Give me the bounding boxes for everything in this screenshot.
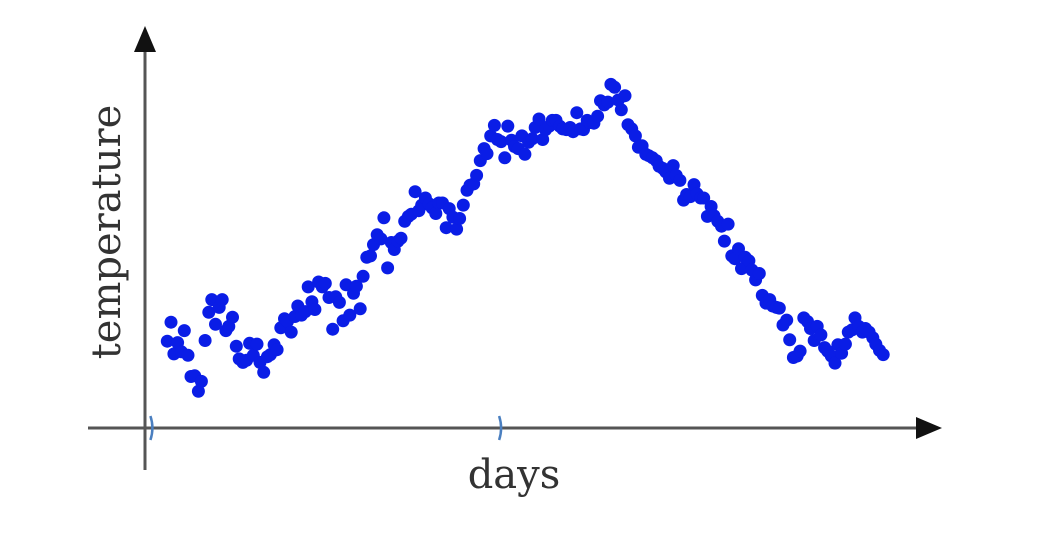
- x-tick-mark: [497, 415, 503, 441]
- y-axis-arrow-icon: [134, 26, 156, 52]
- data-point: [301, 280, 315, 294]
- data-point: [628, 129, 642, 143]
- data-point: [229, 339, 243, 353]
- data-point: [326, 322, 340, 336]
- data-point: [349, 279, 363, 293]
- y-axis-title: temperature: [84, 105, 130, 360]
- data-point: [752, 267, 766, 280]
- data-point: [591, 109, 605, 123]
- data-point: [601, 95, 615, 109]
- data-point: [257, 365, 271, 379]
- data-point: [270, 343, 284, 357]
- data-point: [697, 191, 711, 205]
- data-point: [394, 231, 408, 245]
- data-point: [318, 276, 332, 290]
- data-point: [408, 185, 422, 199]
- data-point: [356, 269, 370, 283]
- data-point: [181, 348, 195, 362]
- data-point: [838, 337, 852, 351]
- data-point: [570, 106, 584, 120]
- data-point: [343, 308, 357, 322]
- data-point: [177, 324, 191, 338]
- data-point: [728, 252, 742, 266]
- data-point: [160, 334, 174, 348]
- data-point: [198, 334, 212, 347]
- data-point: [439, 221, 453, 235]
- data-point: [226, 310, 239, 324]
- data-point: [450, 222, 464, 236]
- data-point: [332, 295, 346, 309]
- data-point: [498, 151, 512, 165]
- data-point: [532, 112, 546, 126]
- data-point: [194, 374, 208, 388]
- data-point: [381, 261, 395, 275]
- data-point: [308, 303, 322, 316]
- data-point: [453, 212, 467, 225]
- data-point: [480, 147, 494, 161]
- data-point: [772, 301, 786, 315]
- data-point: [339, 278, 353, 292]
- data-points: [160, 77, 890, 398]
- data-point: [525, 132, 539, 146]
- data-point: [666, 159, 680, 173]
- data-point: [673, 173, 687, 187]
- data-point: [717, 234, 731, 248]
- data-point: [353, 302, 367, 316]
- data-point: [614, 103, 628, 117]
- data-point: [164, 315, 178, 329]
- data-point: [494, 135, 508, 149]
- data-point: [215, 293, 229, 307]
- x-tick-mark: [149, 415, 154, 441]
- data-point: [284, 325, 298, 339]
- data-point: [721, 217, 735, 231]
- data-point: [793, 344, 807, 358]
- data-point: [487, 118, 501, 132]
- data-point: [828, 356, 842, 370]
- x-axis-arrow-icon: [916, 417, 942, 439]
- data-point: [518, 147, 532, 161]
- data-point: [250, 337, 264, 351]
- data-point: [202, 305, 216, 319]
- data-point: [780, 313, 794, 327]
- data-point: [876, 348, 890, 362]
- x-axis-title: days: [468, 452, 561, 498]
- data-point: [191, 384, 205, 398]
- data-point: [608, 80, 622, 94]
- data-point: [501, 119, 515, 133]
- data-point: [456, 198, 470, 212]
- data-point: [209, 317, 222, 331]
- data-point: [814, 328, 828, 342]
- data-point: [374, 232, 388, 246]
- data-point: [618, 89, 632, 103]
- data-point: [783, 333, 797, 347]
- data-point: [377, 211, 391, 225]
- data-point: [470, 168, 484, 182]
- data-point: [364, 249, 377, 263]
- data-point: [536, 133, 550, 146]
- data-point: [429, 207, 443, 220]
- x-axis-ticks: [149, 415, 503, 441]
